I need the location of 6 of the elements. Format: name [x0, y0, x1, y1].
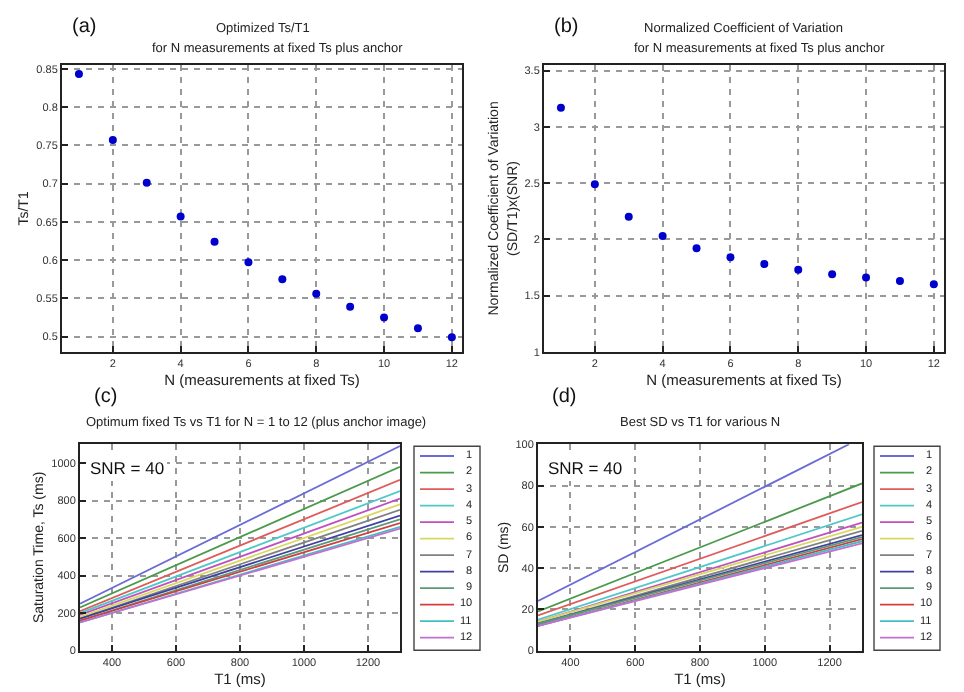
text: (d) — [552, 386, 577, 408]
annotation: SNR = 40 — [548, 458, 623, 478]
annotation: SNR = 40 — [90, 458, 165, 478]
text: (b) — [554, 16, 579, 38]
text: (c) — [94, 386, 118, 408]
text: (a) — [72, 16, 97, 38]
